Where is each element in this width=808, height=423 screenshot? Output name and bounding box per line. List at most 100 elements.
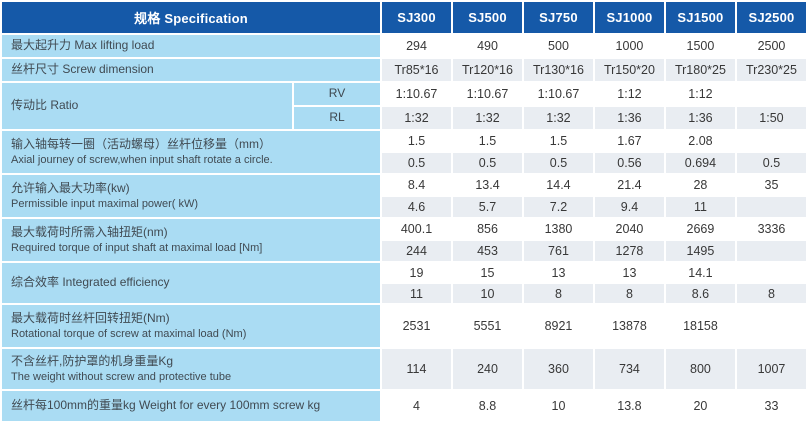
data-cell: 800 [665,349,735,389]
data-cell: 0.5 [382,153,451,173]
data-cell: 4 [382,391,451,421]
data-cell: 8 [523,284,593,303]
data-cell: 11 [665,197,735,217]
data-cell: 14.1 [665,263,735,282]
sublabel-rl: RL [294,107,381,129]
data-cell [736,83,806,105]
table-row: 最大起升力 Max lifting load 294 490 500 1000 … [2,35,806,57]
data-cell: 15 [453,263,522,282]
row-label-text-zh: 最大载荷时丝杆回转扭矩(Nm) [11,311,170,326]
data-cell: Tr130*16 [523,59,593,81]
data-cell: 8.8 [453,391,522,421]
data-cell: 35 [736,175,806,195]
row-label-text: 综合效率 Integrated efficiency [11,275,170,290]
data-cell: 1:32 [523,107,593,129]
data-cell: 1:32 [453,107,522,129]
data-cell: 114 [382,349,451,389]
data-cell: Tr85*16 [382,59,451,81]
data-cell: 1:36 [665,107,735,129]
data-cell: 13878 [594,305,664,347]
row-label-input-torque: 最大载荷时所需入轴扭矩(nm) Required torque of input… [2,219,381,261]
data-cell: 0.5 [453,153,522,173]
data-cell: 1500 [665,35,735,57]
table-row: RL 1:32 1:32 1:32 1:36 1:36 1:50 [2,107,806,129]
data-cell: 20 [665,391,735,421]
row-label-max-lifting-load: 最大起升力 Max lifting load [2,35,381,57]
table-row: 不含丝杆,防护罩的机身重量Kg The weight without screw… [2,349,806,389]
table-row: 11 10 8 8 8.6 8 [2,284,806,303]
data-cell [736,305,806,347]
row-label-text: 传动比 Ratio [11,98,79,113]
row-label-rotational-torque: 最大载荷时丝杆回转扭矩(Nm) Rotational torque of scr… [2,305,381,347]
data-cell: 0.5 [736,153,806,173]
data-cell: 0.56 [594,153,664,173]
data-cell: 2669 [665,219,735,239]
row-label-body-weight: 不含丝杆,防护罩的机身重量Kg The weight without screw… [2,349,381,389]
data-cell: 4.6 [382,197,451,217]
data-cell: Tr180*25 [665,59,735,81]
data-cell: 1:50 [736,107,806,129]
row-label-text-en: Rotational torque of screw at maximal lo… [11,327,247,340]
row-label-text-en: The weight without screw and protective … [11,370,232,383]
row-label-text-en: Axial journey of screw,when input shaft … [11,153,273,166]
data-cell [736,263,806,282]
data-cell: 1:10.67 [453,83,522,105]
data-cell: 1:10.67 [382,83,451,105]
data-cell: 856 [453,219,522,239]
row-label-text-zh: 不含丝杆,防护罩的机身重量Kg [11,354,174,369]
table-row: 最大载荷时所需入轴扭矩(nm) Required torque of input… [2,219,806,261]
row-label-text: 丝杆尺寸 Screw dimension [11,62,154,77]
data-cell: Tr150*20 [594,59,664,81]
data-cell: 1.5 [453,131,522,151]
data-cell: 33 [736,391,806,421]
data-cell: 10 [453,284,522,303]
data-cell [736,131,806,151]
column-header-sj300: SJ300 [382,2,451,33]
table-row: 4.6 5.7 7.2 9.4 11 [2,197,806,217]
data-cell: 1:12 [594,83,664,105]
row-label-screw-weight: 丝杆每100mm的重量kg Weight for every 100mm scr… [2,391,381,421]
table-row: 传动比 Ratio RV 1:10.67 1:10.67 1:10.67 1:1… [2,83,806,129]
data-cell: 13.4 [453,175,522,195]
row-label-ratio: 传动比 Ratio [2,83,292,129]
data-cell: 8.4 [382,175,451,195]
data-cell: 13 [594,263,664,282]
data-cell [736,241,806,261]
data-cell: Tr230*25 [736,59,806,81]
data-cell: 1000 [594,35,664,57]
data-cell: 21.4 [594,175,664,195]
data-cell: 294 [382,35,451,57]
column-header-sj750: SJ750 [523,2,593,33]
data-cell: 1495 [665,241,735,261]
data-cell: 360 [523,349,593,389]
data-cell: 18158 [665,305,735,347]
data-cell: 400.1 [382,219,451,239]
data-cell: 453 [453,241,522,261]
data-cell: 28 [665,175,735,195]
row-label-text: 丝杆每100mm的重量kg Weight for every 100mm scr… [11,398,321,413]
data-cell: 8 [736,284,806,303]
data-cell: 11 [382,284,451,303]
data-cell: Tr120*16 [453,59,522,81]
data-cell: 13.8 [594,391,664,421]
table-row: 允许输入最大功率(kw) Permissible input maximal p… [2,175,806,217]
table-row: 最大载荷时丝杆回转扭矩(Nm) Rotational torque of scr… [2,305,806,347]
column-header-sj500: SJ500 [453,2,522,33]
spec-header-cell: 规格 Specification [2,2,381,33]
table-row: 丝杆尺寸 Screw dimension Tr85*16 Tr120*16 Tr… [2,59,806,81]
table-row: 0.5 0.5 0.5 0.56 0.694 0.5 [2,153,806,173]
row-label-text-zh: 输入轴每转一圈（活动螺母）丝杆位移量（mm） [11,137,271,152]
column-header-sj1000: SJ1000 [594,2,664,33]
data-cell: 490 [453,35,522,57]
data-cell: 1:12 [665,83,735,105]
data-cell: 1:10.67 [523,83,593,105]
data-cell: 0.694 [665,153,735,173]
row-label-efficiency: 综合效率 Integrated efficiency [2,263,381,303]
data-cell: 1.5 [523,131,593,151]
data-cell: 5.7 [453,197,522,217]
data-cell: 8921 [523,305,593,347]
row-label-text: 最大起升力 Max lifting load [11,38,155,53]
column-header-sj2500: SJ2500 [736,2,806,33]
data-cell: 10 [523,391,593,421]
